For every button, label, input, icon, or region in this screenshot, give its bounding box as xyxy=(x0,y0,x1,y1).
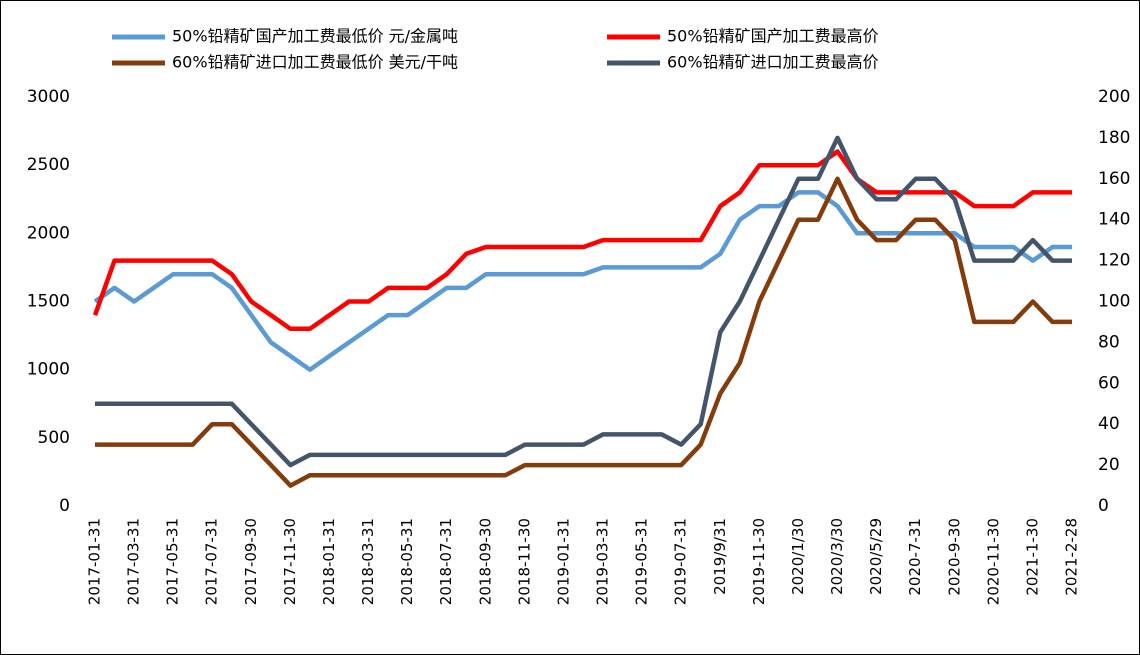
x-tick-label: 2020-9-30 xyxy=(945,518,963,596)
y2-tick-label: 160 xyxy=(1098,169,1130,189)
x-tick-label: 2020/5/29 xyxy=(867,518,885,595)
y2-tick-label: 0 xyxy=(1098,496,1109,516)
y-tick-label: 1000 xyxy=(27,360,70,380)
y2-tick-label: 120 xyxy=(1098,251,1130,271)
x-tick-label: 2020-11-30 xyxy=(984,518,1002,605)
x-tick-label: 2018-07-31 xyxy=(437,518,455,605)
x-tick-label: 2019-07-31 xyxy=(672,518,690,605)
x-tick-label: 2017-11-30 xyxy=(281,518,299,605)
y2-tick-label: 60 xyxy=(1098,373,1120,393)
y-tick-label: 0 xyxy=(59,496,70,516)
x-tick-label: 2019-11-30 xyxy=(750,518,768,605)
x-tick-label: 2017-03-31 xyxy=(125,518,143,605)
y2-tick-label: 180 xyxy=(1098,128,1130,148)
y-tick-label: 500 xyxy=(38,428,70,448)
y-tick-label: 3000 xyxy=(27,87,70,107)
y2-tick-label: 140 xyxy=(1098,210,1130,230)
y2-tick-label: 200 xyxy=(1098,87,1130,107)
series-line xyxy=(95,135,1072,468)
x-tick-label: 2017-09-30 xyxy=(242,518,260,605)
x-tick-label: 2019-03-31 xyxy=(594,518,612,605)
series-line xyxy=(92,149,1072,332)
series-line xyxy=(95,176,1072,488)
y-tick-label: 1500 xyxy=(27,292,70,312)
x-tick-label: 2018-11-30 xyxy=(515,518,533,605)
x-tick-label: 2019-05-31 xyxy=(633,518,651,605)
legend-label: 50%铅精矿国产加工费最高价 xyxy=(667,27,879,46)
series-line xyxy=(93,190,1072,372)
y-tick-label: 2500 xyxy=(27,155,70,175)
x-tick-label: 2020-7-31 xyxy=(906,518,924,596)
y-tick-label: 2000 xyxy=(27,223,70,243)
x-tick-label: 2020/3/30 xyxy=(828,518,846,595)
x-tick-label: 2018-03-31 xyxy=(359,518,377,605)
y2-tick-label: 80 xyxy=(1098,332,1120,352)
x-tick-label: 2020/1/30 xyxy=(789,518,807,595)
x-tick-label: 2017-07-31 xyxy=(203,518,221,605)
legend-label: 60%铅精矿进口加工费最高价 xyxy=(667,53,879,72)
y2-tick-label: 40 xyxy=(1098,414,1120,434)
x-tick-label: 2018-01-31 xyxy=(320,518,338,605)
x-tick-label: 2018-09-30 xyxy=(476,518,494,605)
legend-label: 50%铅精矿国产加工费最低价 元/金属吨 xyxy=(172,27,458,46)
x-tick-label: 2021-1-30 xyxy=(1023,518,1041,596)
x-tick-label: 2021-2-28 xyxy=(1063,518,1081,596)
x-tick-label: 2019/9/31 xyxy=(711,518,729,595)
x-tick-label: 2017-05-31 xyxy=(164,518,182,605)
y2-tick-label: 100 xyxy=(1098,292,1130,312)
x-tick-label: 2019-01-31 xyxy=(554,518,572,605)
legend-label: 60%铅精矿进口加工费最低价 美元/干吨 xyxy=(172,53,458,72)
x-tick-label: 2017-01-31 xyxy=(86,518,104,605)
x-tick-label: 2018-05-31 xyxy=(398,518,416,605)
y2-tick-label: 20 xyxy=(1098,455,1120,475)
